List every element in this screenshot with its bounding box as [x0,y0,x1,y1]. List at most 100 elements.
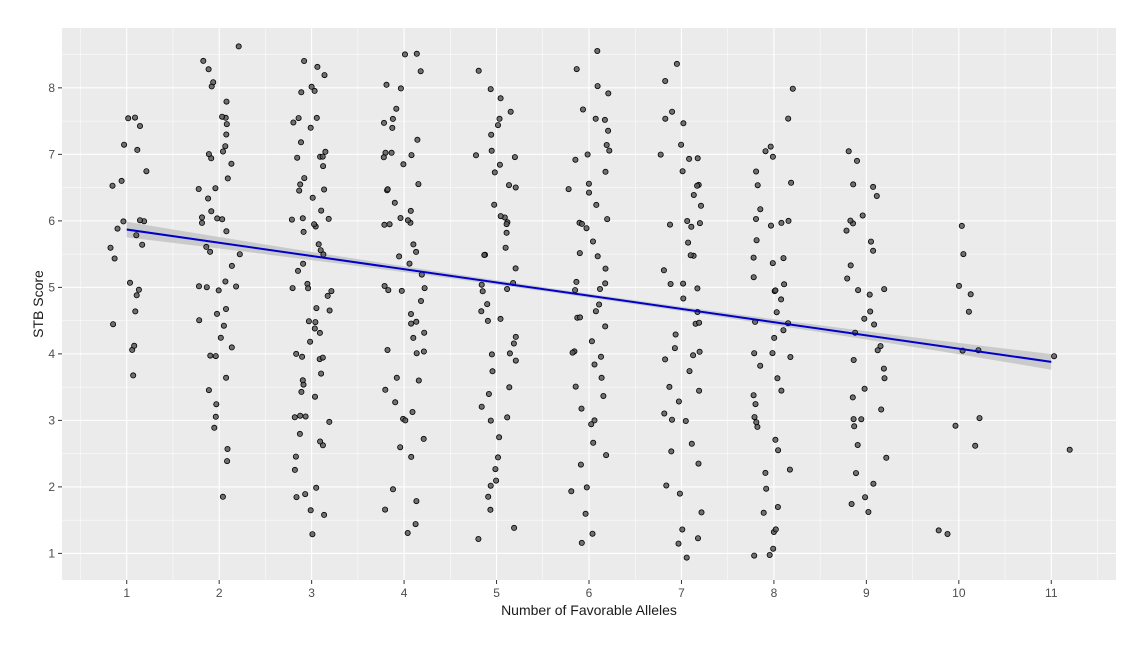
data-point [384,346,391,353]
data-point [1051,353,1058,360]
data-point [849,394,856,401]
data-point [322,148,329,155]
data-point [780,255,787,262]
y-tick-label: 1 [48,546,55,560]
data-point [312,319,319,326]
data-point [135,286,142,293]
data-point [407,310,414,317]
data-point [573,66,580,73]
data-point [870,247,877,254]
data-point [219,113,226,120]
data-point [769,260,776,267]
data-point [294,267,301,274]
data-point [491,169,498,176]
data-point [228,344,235,351]
data-point [858,416,865,423]
data-point [295,115,302,122]
data-point [290,119,297,126]
data-point [132,308,139,315]
data-point [133,232,140,239]
data-point [298,89,305,96]
data-point [944,531,951,538]
data-point [320,251,327,258]
data-point [407,207,414,214]
data-point [220,322,227,329]
data-point [1066,446,1073,453]
data-point [679,168,686,175]
x-tick-label: 9 [863,586,870,600]
data-point [580,106,587,113]
data-point [686,155,693,162]
data-point [773,309,780,316]
data-point [195,185,202,192]
data-point [502,244,509,251]
data-point [577,314,584,321]
data-point [311,221,318,228]
data-point [696,220,703,227]
y-axis-title: STB Score [30,270,46,338]
data-point [143,168,150,175]
data-point [408,320,415,327]
data-point [592,308,599,315]
data-point [309,531,316,538]
data-point [382,386,389,393]
data-point [478,281,485,288]
data-point [223,228,230,235]
data-point [307,124,314,131]
data-point [293,350,300,357]
data-point [690,191,697,198]
data-point [602,280,609,287]
data-point [207,248,214,255]
data-point [475,67,482,74]
data-point [404,217,411,224]
data-point [485,493,492,500]
data-point [391,199,398,206]
data-point [694,155,701,162]
data-point [398,287,405,294]
data-point [208,208,215,215]
data-point [504,414,511,421]
data-point [412,521,419,528]
data-point [935,527,942,534]
data-point [413,248,420,255]
data-point [751,552,758,559]
data-point [602,265,609,272]
data-point [865,508,872,515]
data-point [228,262,235,269]
data-point [506,384,513,391]
data-point [604,216,611,223]
data-point [205,66,212,73]
data-point [850,356,857,363]
x-tick-label: 1 [123,586,130,600]
data-point [217,334,224,341]
data-point [854,441,861,448]
data-point [289,285,296,292]
data-points [107,43,1073,561]
x-tick-label: 7 [678,586,685,600]
data-point [300,260,307,267]
data-point [213,310,220,317]
data-point [785,217,792,224]
data-point [565,186,572,193]
data-point [662,356,669,363]
data-point [671,345,678,352]
data-point [484,301,491,308]
data-point [661,410,668,417]
data-point [420,348,427,355]
data-point [688,440,695,447]
data-point [488,131,495,138]
data-point [301,58,308,65]
x-tick-label: 11 [1045,586,1058,600]
data-point [772,526,779,533]
data-point [757,206,764,213]
data-point [504,285,511,292]
data-point [494,454,501,461]
data-point [109,182,116,189]
data-point [401,51,408,58]
data-point [753,237,760,244]
data-point [573,278,580,285]
data-point [593,201,600,208]
data-point [854,157,861,164]
data-point [696,319,703,326]
data-point [415,377,422,384]
